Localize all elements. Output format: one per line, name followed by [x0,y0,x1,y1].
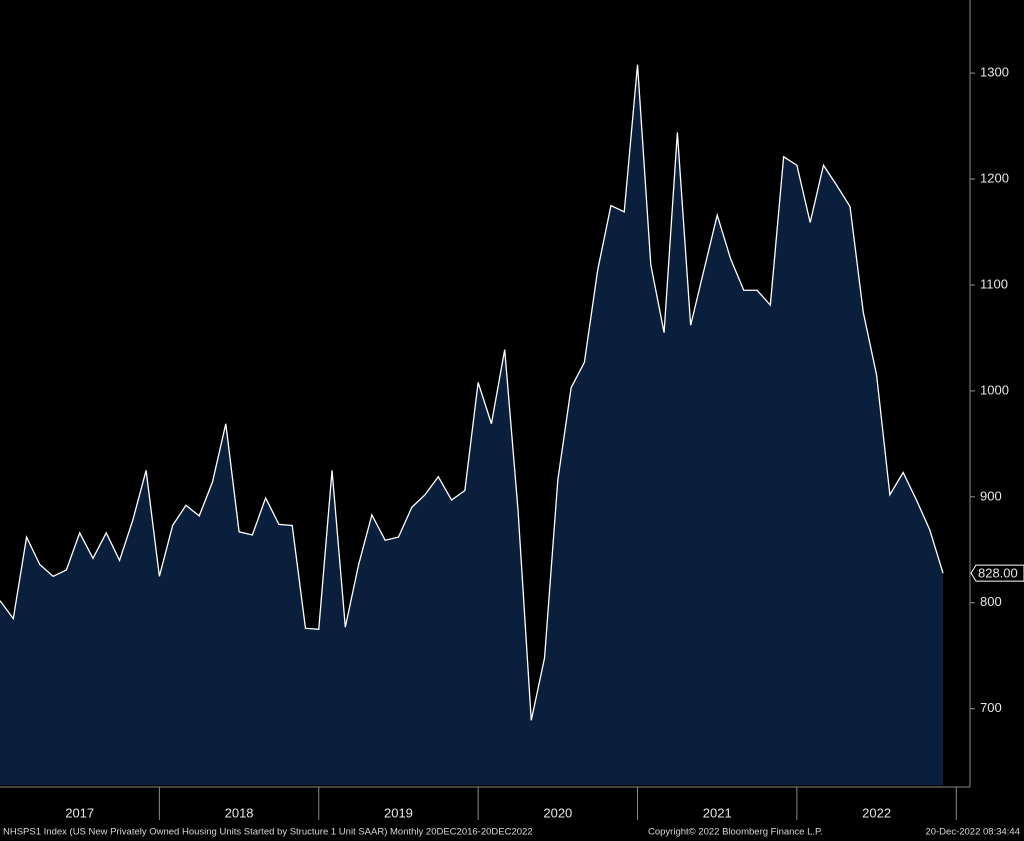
value-label-box [970,564,1024,582]
timestamp: 20-Dec-2022 08:34:44 [925,827,1020,838]
y-tick-label: 1100 [980,276,1008,291]
y-tick-label: 1000 [980,382,1009,397]
x-tick-label: 2017 [65,805,94,820]
value-label: 828.00 [978,566,1018,581]
line [0,64,944,721]
area [0,64,943,785]
copyright: Copyright© 2022 Bloomberg Finance L.P. [648,827,823,838]
x-tick-label: 2018 [225,805,254,820]
y-tick-label: 900 [980,488,1002,503]
y-tick-label: 700 [980,700,1002,715]
y-tick-label: 800 [980,594,1002,609]
plot-area [0,64,944,785]
x-tick-label: 2019 [384,805,413,820]
y-tick-label: 1200 [980,170,1009,185]
footer: NHSPS1 Index (US New Privately Owned Hou… [3,827,533,838]
y-tick-label: 1300 [980,65,1009,80]
x-tick-label: 2020 [543,805,572,820]
x-tick-label: 2021 [703,805,732,820]
x-tick-label: 2022 [862,805,891,820]
